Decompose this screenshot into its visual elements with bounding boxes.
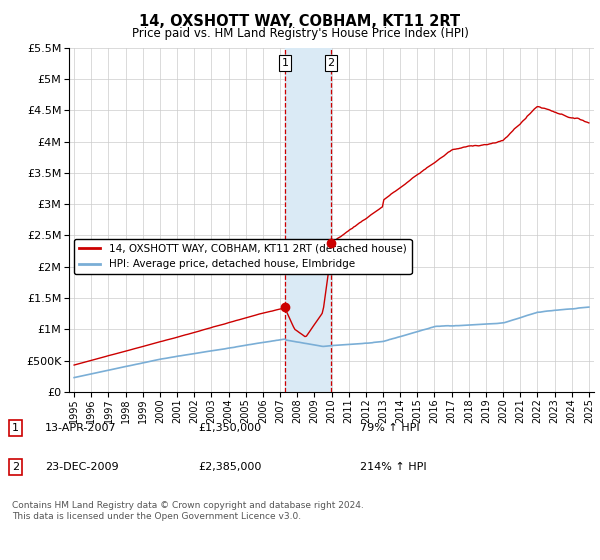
Text: 1: 1 (281, 58, 289, 68)
Text: 14, OXSHOTT WAY, COBHAM, KT11 2RT: 14, OXSHOTT WAY, COBHAM, KT11 2RT (139, 14, 461, 29)
Text: 2: 2 (12, 462, 19, 472)
Text: 214% ↑ HPI: 214% ↑ HPI (360, 462, 427, 472)
Text: Contains HM Land Registry data © Crown copyright and database right 2024.
This d: Contains HM Land Registry data © Crown c… (12, 501, 364, 521)
Text: 79% ↑ HPI: 79% ↑ HPI (360, 423, 419, 433)
Text: 2: 2 (328, 58, 335, 68)
Legend: 14, OXSHOTT WAY, COBHAM, KT11 2RT (detached house), HPI: Average price, detached: 14, OXSHOTT WAY, COBHAM, KT11 2RT (detac… (74, 239, 412, 274)
Text: 13-APR-2007: 13-APR-2007 (45, 423, 116, 433)
Text: 1: 1 (12, 423, 19, 433)
Text: £1,350,000: £1,350,000 (198, 423, 261, 433)
Text: 23-DEC-2009: 23-DEC-2009 (45, 462, 119, 472)
Text: £2,385,000: £2,385,000 (198, 462, 262, 472)
Text: Price paid vs. HM Land Registry's House Price Index (HPI): Price paid vs. HM Land Registry's House … (131, 27, 469, 40)
Bar (285, 48, 331, 392)
